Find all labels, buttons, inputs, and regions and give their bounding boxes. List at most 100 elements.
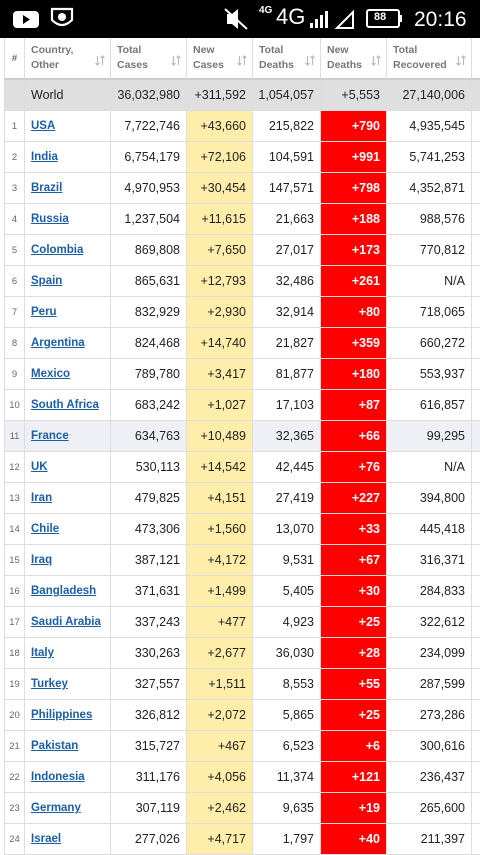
country-name-cell: Germany (25, 793, 111, 824)
header-text: Recovered (393, 59, 447, 71)
new-deaths-cell: +121 (321, 762, 387, 793)
new-deaths-cell: +87 (321, 390, 387, 421)
new-cases-cell: +14,542 (187, 452, 253, 483)
new-cases-cell: +10,489 (187, 421, 253, 452)
country-link[interactable]: Israel (31, 833, 62, 845)
country-link[interactable]: UK (31, 461, 48, 473)
total-recovered-cell: 394,800 (387, 483, 472, 514)
total-recovered-cell: N/A (387, 266, 472, 297)
country-link[interactable]: Philippines (31, 709, 93, 721)
cell-value: +311,592 (187, 80, 253, 111)
country-link[interactable]: Argentina (31, 337, 85, 349)
country-name-cell: Turkey (25, 669, 111, 700)
new-cases-cell: +11,615 (187, 204, 253, 235)
total-cases-cell: 634,763 (111, 421, 187, 452)
new-deaths-cell: +798 (321, 173, 387, 204)
total-recovered-cell: 988,576 (387, 204, 472, 235)
total-cases-cell: 7,722,746 (111, 111, 187, 142)
country-name-cell: Italy (25, 638, 111, 669)
header-text: Deaths (259, 59, 295, 71)
row-index-cell: 14 (4, 514, 25, 545)
row-index-cell: 5 (4, 235, 25, 266)
total-cases-cell: 869,808 (111, 235, 187, 266)
total-deaths-cell: 13,070 (253, 514, 321, 545)
row-index-cell: 2 (4, 142, 25, 173)
country-link[interactable]: Saudi Arabia (31, 616, 101, 628)
column-header[interactable]: New Cases (187, 38, 253, 80)
column-header[interactable]: Total Recovered (387, 38, 472, 80)
total-recovered-cell: 284,833 (387, 576, 472, 607)
country-link[interactable]: Brazil (31, 182, 63, 194)
country-link[interactable]: Pakistan (31, 740, 79, 752)
total-cases-cell: 330,263 (111, 638, 187, 669)
column-header[interactable]: Country, Other (25, 38, 111, 80)
new-deaths-cell: +261 (321, 266, 387, 297)
column-header[interactable]: Total Deaths (253, 38, 321, 80)
new-deaths-cell: +55 (321, 669, 387, 700)
country-link[interactable]: Iraq (31, 554, 53, 566)
country-link[interactable]: Chile (31, 523, 60, 535)
clipped-cell (472, 545, 480, 576)
country-link[interactable]: Iran (31, 492, 53, 504)
total-deaths-cell: 5,405 (253, 576, 321, 607)
country-link[interactable]: Mexico (31, 368, 70, 380)
country-name-cell: Iran (25, 483, 111, 514)
country-link[interactable]: Spain (31, 275, 63, 287)
total-deaths-cell: 21,827 (253, 328, 321, 359)
sort-icon[interactable] (171, 55, 181, 66)
column-header[interactable]: Total Cases (111, 38, 187, 80)
country-link[interactable]: Germany (31, 802, 81, 814)
country-link[interactable]: Bangladesh (31, 585, 97, 597)
row-index-cell: 6 (4, 266, 25, 297)
sort-icon[interactable] (305, 55, 315, 66)
total-recovered-cell: N/A (387, 452, 472, 483)
row-index-cell: 15 (4, 545, 25, 576)
country-link[interactable]: Italy (31, 647, 55, 659)
total-cases-cell: 4,970,953 (111, 173, 187, 204)
new-deaths-cell: +6 (321, 731, 387, 762)
total-recovered-cell: 4,352,871 (387, 173, 472, 204)
country-name-cell: Peru (25, 297, 111, 328)
total-deaths-cell: 215,822 (253, 111, 321, 142)
sort-icon[interactable] (371, 55, 381, 66)
country-link[interactable]: USA (31, 120, 56, 132)
country-link[interactable]: Indonesia (31, 771, 85, 783)
new-deaths-cell: +80 (321, 297, 387, 328)
row-index-cell: 17 (4, 607, 25, 638)
sort-icon[interactable] (237, 55, 247, 66)
header-text: Total (259, 44, 284, 56)
country-link[interactable]: South Africa (31, 399, 99, 411)
new-deaths-cell: +227 (321, 483, 387, 514)
new-deaths-cell: +28 (321, 638, 387, 669)
total-cases-cell: 473,306 (111, 514, 187, 545)
total-recovered-cell: 287,599 (387, 669, 472, 700)
total-deaths-cell: 42,445 (253, 452, 321, 483)
column-header[interactable]: New Deaths (321, 38, 387, 80)
country-link[interactable]: France (31, 430, 69, 442)
country-link[interactable]: Russia (31, 213, 69, 225)
total-deaths-cell: 32,486 (253, 266, 321, 297)
country-link[interactable]: Turkey (31, 678, 68, 690)
row-index-cell: 9 (4, 359, 25, 390)
country-link[interactable]: Peru (31, 306, 57, 318)
country-name-cell: Argentina (25, 328, 111, 359)
sort-icon[interactable] (456, 55, 466, 66)
row-index-cell: 18 (4, 638, 25, 669)
country-link[interactable]: India (31, 151, 58, 163)
total-cases-cell: 824,468 (111, 328, 187, 359)
country-link[interactable]: Colombia (31, 244, 84, 256)
clipped-cell (472, 762, 480, 793)
country-name-cell: France (25, 421, 111, 452)
new-cases-cell: +1,499 (187, 576, 253, 607)
new-cases-cell: +72,106 (187, 142, 253, 173)
network-type: 4G (276, 4, 306, 29)
total-deaths-cell: 9,531 (253, 545, 321, 576)
new-cases-cell: +3,417 (187, 359, 253, 390)
new-deaths-cell: +359 (321, 328, 387, 359)
cell-value: 1,054,057 (253, 80, 321, 111)
total-recovered-cell: 616,857 (387, 390, 472, 421)
new-cases-cell: +30,454 (187, 173, 253, 204)
new-cases-cell: +467 (187, 731, 253, 762)
country-name-cell: Israel (25, 824, 111, 855)
sort-icon[interactable] (95, 55, 105, 66)
